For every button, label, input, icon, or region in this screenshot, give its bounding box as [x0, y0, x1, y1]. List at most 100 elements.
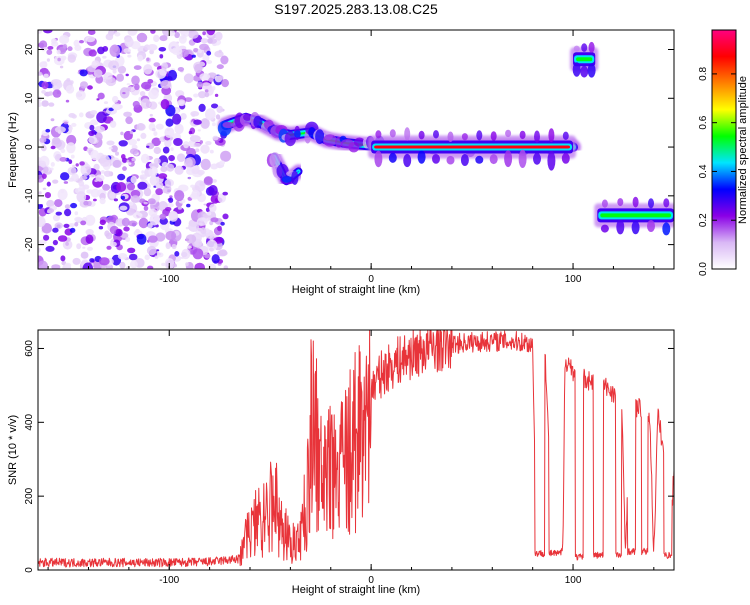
noise-blob [64, 204, 71, 210]
noise-blob [80, 251, 89, 259]
noise-blob [160, 99, 170, 110]
noise-blob [200, 158, 211, 171]
band-drip [417, 150, 426, 164]
noise-blob [76, 191, 87, 203]
noise-blob [159, 35, 168, 42]
noise-blob [127, 220, 138, 227]
noise-blob [47, 208, 55, 213]
noise-blob [209, 203, 217, 213]
noise-blob [200, 144, 210, 154]
noise-blob [193, 142, 201, 148]
noise-blob [147, 265, 154, 269]
noise-blob [183, 141, 190, 149]
noise-blob [117, 173, 126, 181]
spectrogram-ytick-label: 20 [24, 44, 35, 56]
noise-blob [76, 243, 82, 250]
noise-blob [54, 222, 63, 229]
trace-blob [253, 115, 263, 129]
noise-blob [74, 216, 82, 222]
noise-blob [193, 48, 199, 53]
noise-blob [219, 249, 228, 256]
noise-blob [146, 145, 150, 148]
noise-blob [209, 149, 214, 154]
noise-blob [203, 203, 207, 206]
noise-blob [155, 123, 164, 130]
colorbar-tick-label: 0.8 [698, 67, 709, 81]
spectrogram-ytick-label: -10 [24, 188, 35, 203]
noise-blob [192, 248, 204, 260]
band-drip [631, 220, 640, 235]
noise-blob [196, 81, 204, 88]
noise-blob [67, 46, 73, 52]
noise-blob [210, 194, 220, 204]
noise-blob [103, 101, 109, 104]
noise-blob [197, 169, 205, 176]
noise-blob [166, 202, 174, 208]
noise-blob [178, 184, 189, 192]
band-drip [588, 41, 595, 53]
noise-blob [85, 36, 96, 43]
noise-blob [130, 189, 141, 198]
snr-ticks: -100 0 100 0 200 400 600 [24, 330, 674, 586]
noise-blob [101, 170, 105, 174]
noise-blob [70, 202, 78, 209]
snr-ytick-label: 400 [24, 414, 35, 431]
noise-blob [52, 227, 59, 233]
noise-blob [38, 30, 42, 34]
noise-blob [206, 211, 212, 216]
noise-blob [221, 79, 230, 88]
noise-blob [155, 188, 164, 196]
noise-blob [98, 226, 104, 230]
noise-blob [210, 163, 219, 170]
band-drip [533, 152, 541, 165]
noise-blob [81, 167, 87, 173]
noise-blob [153, 34, 160, 43]
spectrogram-ylabel: Frequency (Hz) [7, 112, 19, 188]
noise-blob [41, 90, 46, 94]
noise-blob [75, 163, 79, 167]
noise-blob [176, 153, 186, 162]
noise-blob [95, 132, 103, 141]
snr-xtick-label: 0 [368, 575, 374, 586]
noise-blob [195, 148, 200, 152]
noise-blob [185, 234, 197, 244]
noise-blob [136, 138, 141, 142]
noise-blob [79, 161, 85, 166]
noise-blob [54, 199, 63, 208]
noise-blob [165, 207, 172, 212]
noise-blob [122, 92, 126, 95]
noise-blob [203, 176, 214, 186]
noise-blob [126, 159, 130, 163]
colorbar-scale [712, 30, 736, 269]
noise-blob [141, 170, 145, 174]
noise-blob [201, 82, 212, 90]
spectrogram-frame [37, 29, 675, 270]
noise-blob [164, 179, 174, 187]
noise-blob [185, 262, 189, 267]
noise-blob [124, 37, 134, 48]
noise-blob [211, 254, 220, 264]
noise-blob [177, 206, 182, 210]
noise-blob [158, 47, 167, 52]
noise-blob [211, 86, 216, 91]
band-drip [389, 129, 396, 138]
noise-blob [38, 71, 43, 76]
noise-blob [214, 93, 219, 97]
noise-blob [139, 198, 146, 204]
noise-blob [112, 69, 117, 74]
noise-blob [68, 159, 73, 164]
noise-blob [127, 54, 132, 58]
noise-blob [169, 195, 173, 199]
noise-blob [157, 252, 162, 256]
noise-blob [147, 44, 158, 51]
noise-blob [212, 122, 216, 127]
noise-blob [119, 261, 126, 269]
noise-blob [189, 135, 201, 143]
band-drip [587, 63, 596, 78]
noise-blob [109, 241, 117, 247]
colorbar-tick-label: 0.4 [698, 164, 709, 178]
noise-blob [59, 172, 70, 181]
band-drip [475, 155, 484, 164]
noise-blob [74, 222, 79, 227]
noise-blob [153, 157, 161, 165]
